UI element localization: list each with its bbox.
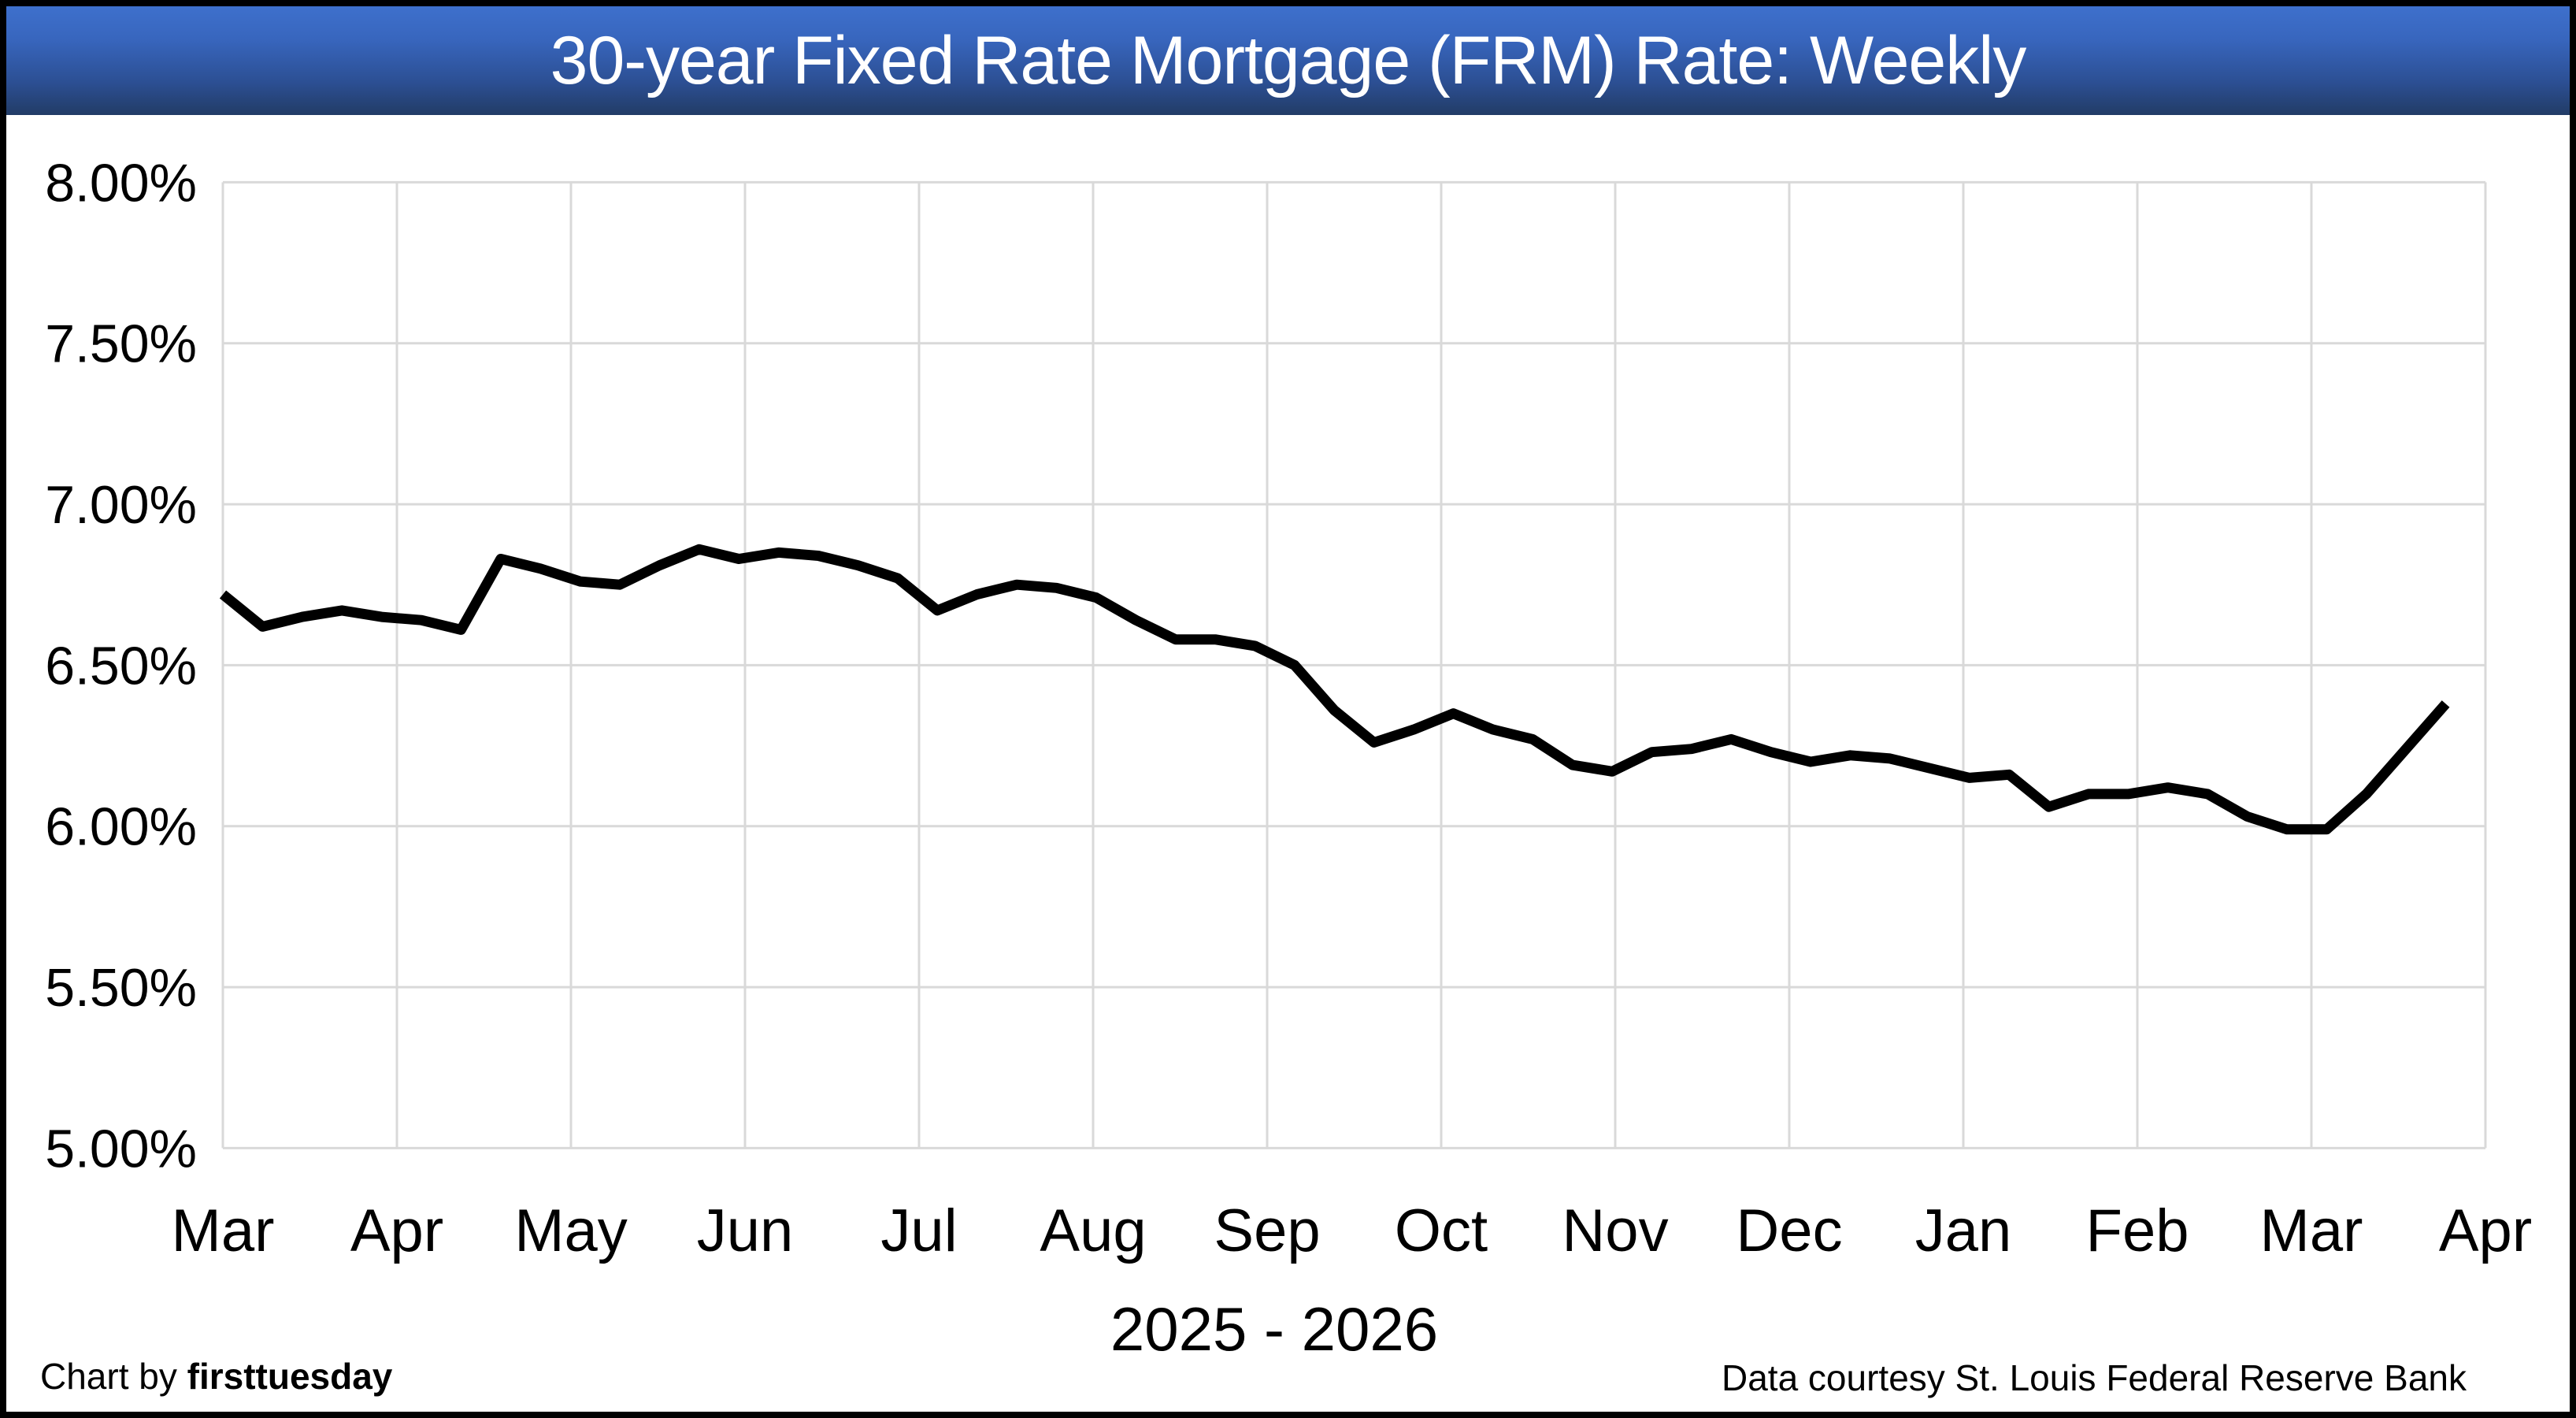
- y-axis-tick-label: 5.50%: [45, 958, 197, 1018]
- x-axis-tick-label: Jul: [880, 1197, 957, 1264]
- x-axis-tick-label: Jun: [697, 1197, 794, 1264]
- y-axis-tick-label: 6.50%: [45, 636, 197, 696]
- x-axis-tick-label: Jan: [1915, 1197, 2012, 1264]
- x-axis-tick-label: Aug: [1040, 1197, 1146, 1264]
- x-axis-tick-label: Apr: [2439, 1197, 2532, 1264]
- x-axis-tick-label: Sep: [1214, 1197, 1320, 1264]
- x-axis-tick-label: May: [514, 1197, 628, 1264]
- x-axis-tick-label: Mar: [2260, 1197, 2363, 1264]
- y-axis-tick-label: 8.00%: [45, 153, 197, 213]
- y-axis-tick-label: 7.00%: [45, 475, 197, 535]
- credit-left: Chart by firsttuesday: [40, 1357, 392, 1397]
- y-axis-tick-label: 7.50%: [45, 314, 197, 374]
- x-axis-tick-label: Oct: [1395, 1197, 1488, 1264]
- title-banner: 30-year Fixed Rate Mortgage (FRM) Rate: …: [6, 6, 2570, 115]
- chart-title: 30-year Fixed Rate Mortgage (FRM) Rate: …: [550, 22, 2027, 98]
- credit-left-brand: firsttuesday: [187, 1356, 393, 1397]
- y-axis-tick-label: 6.00%: [45, 797, 197, 857]
- frm-rate-line: [219, 544, 2450, 835]
- x-axis-tick-label: Apr: [350, 1197, 443, 1264]
- x-axis-period-label: 2025 - 2026: [1110, 1294, 1439, 1364]
- credit-left-prefix: Chart by: [40, 1356, 187, 1397]
- y-axis-tick-label: 5.00%: [45, 1119, 197, 1179]
- x-axis-tick-label: Dec: [1736, 1197, 1842, 1264]
- x-axis-tick-label: Mar: [172, 1197, 275, 1264]
- x-axis-tick-label: Feb: [2086, 1197, 2189, 1264]
- credit-right: Data courtesy St. Louis Federal Reserve …: [1721, 1357, 2467, 1398]
- x-axis-tick-label: Nov: [1562, 1197, 1668, 1264]
